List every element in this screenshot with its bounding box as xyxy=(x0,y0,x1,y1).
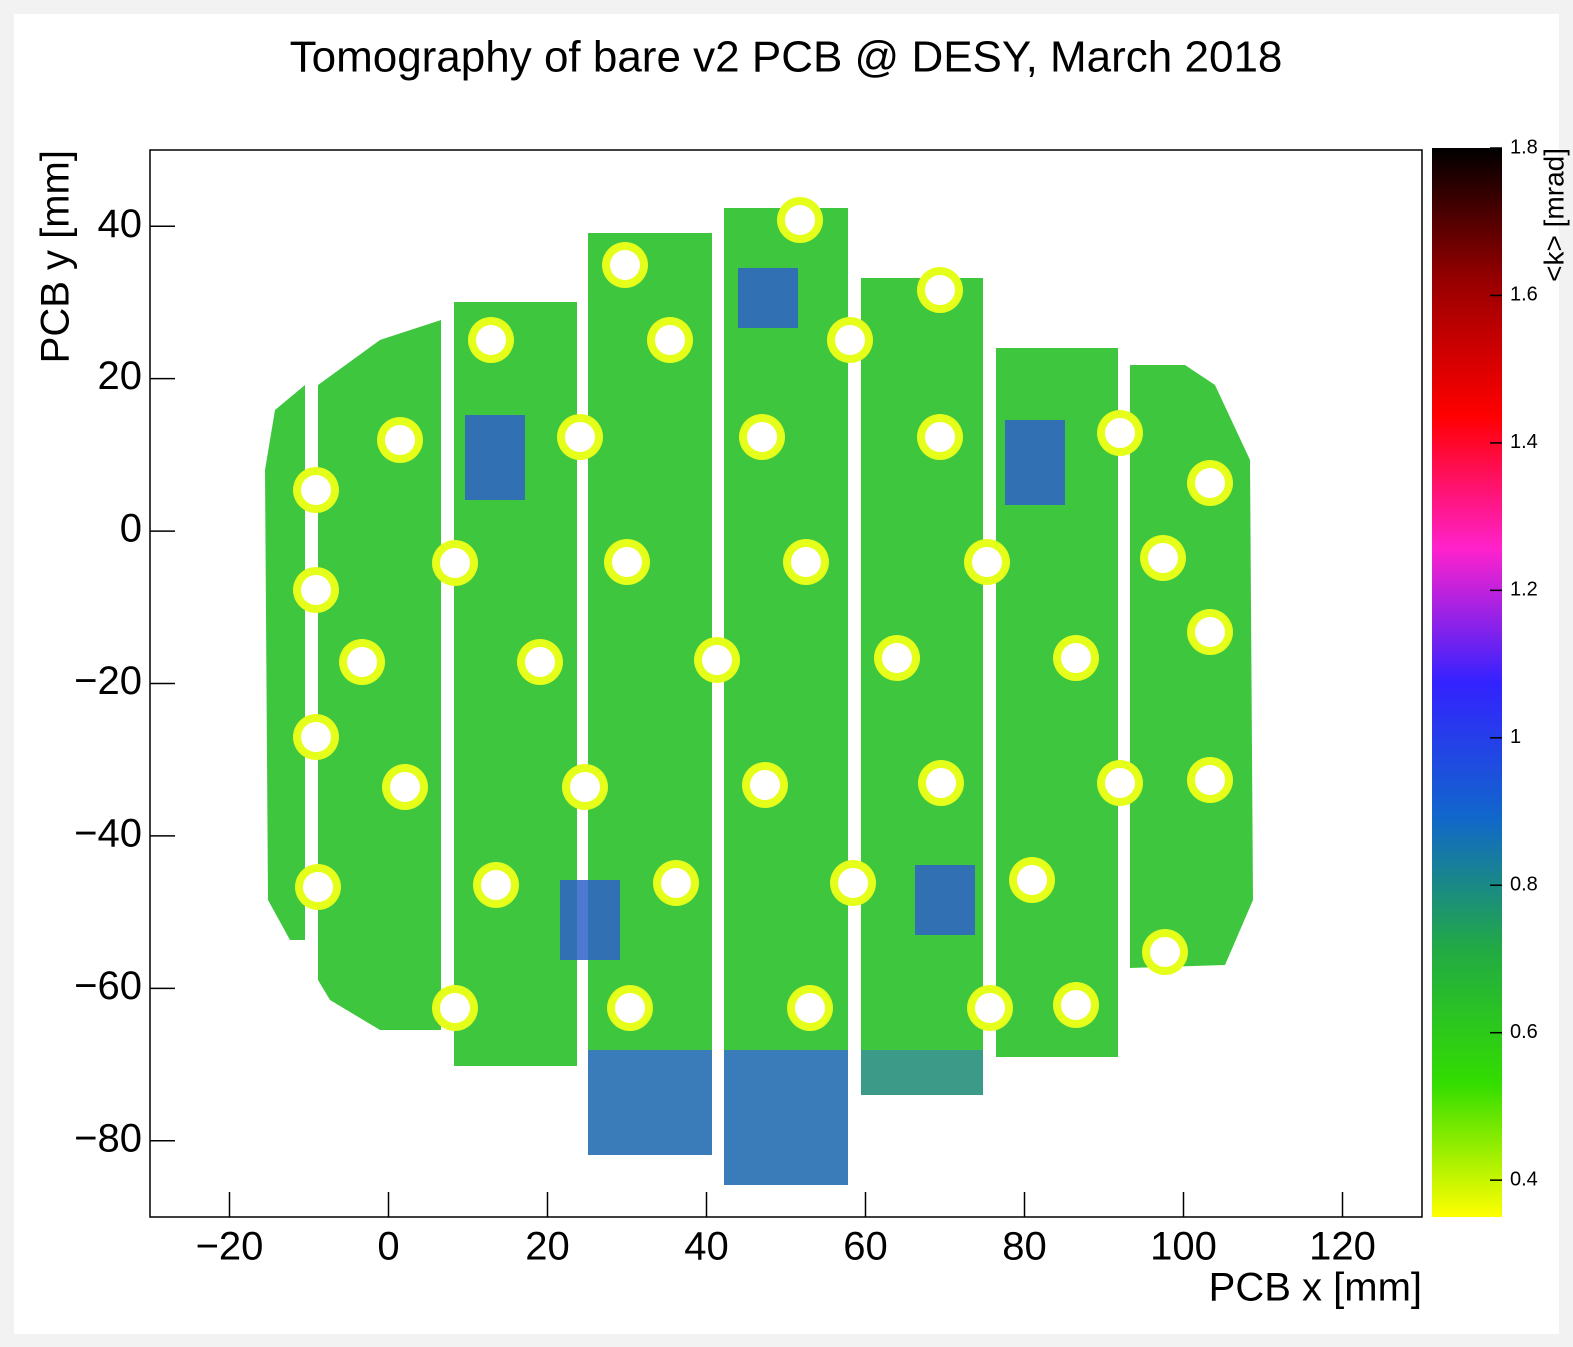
x-tick-label: 20 xyxy=(525,1225,570,1269)
tomography-image xyxy=(265,197,1253,1185)
x-tick-label: −20 xyxy=(196,1225,264,1269)
y-tick-label: 0 xyxy=(120,507,142,551)
y-tick-label: −20 xyxy=(74,659,142,703)
colorbar-tick-label: 1.6 xyxy=(1510,284,1538,306)
x-tick-label: 120 xyxy=(1309,1225,1376,1269)
x-tick-label: 60 xyxy=(843,1225,888,1269)
y-tick-label: −40 xyxy=(74,811,142,855)
y-tick-label: 40 xyxy=(98,202,143,246)
colorbar-tick-label: 1.2 xyxy=(1510,579,1538,601)
y-tick-label: −60 xyxy=(74,964,142,1008)
colorbar-tick-label: 0.4 xyxy=(1510,1168,1538,1190)
y-axis-label: PCB y [mm] xyxy=(34,150,78,363)
colorbar-tick-label: 1.8 xyxy=(1510,136,1538,158)
colorbar-tick-label: 1.4 xyxy=(1510,431,1538,453)
colorbar xyxy=(1432,148,1502,1217)
colorbar-tick-label: 0.8 xyxy=(1510,874,1538,896)
chart-title: Tomography of bare v2 PCB @ DESY, March … xyxy=(290,33,1283,82)
colorbar-tick-label: 0.6 xyxy=(1510,1021,1538,1043)
colorbar-tick-label: 1 xyxy=(1510,726,1521,748)
x-axis-label: PCB x [mm] xyxy=(1209,1266,1422,1310)
x-tick-label: 80 xyxy=(1002,1225,1047,1269)
x-tick-label: 40 xyxy=(684,1225,729,1269)
y-tick-label: 20 xyxy=(98,354,143,398)
x-tick-label: 0 xyxy=(377,1225,399,1269)
x-tick-label: 100 xyxy=(1150,1225,1217,1269)
colorbar-label: <k> [mrad] xyxy=(1538,148,1569,282)
y-tick-label: −80 xyxy=(74,1116,142,1160)
